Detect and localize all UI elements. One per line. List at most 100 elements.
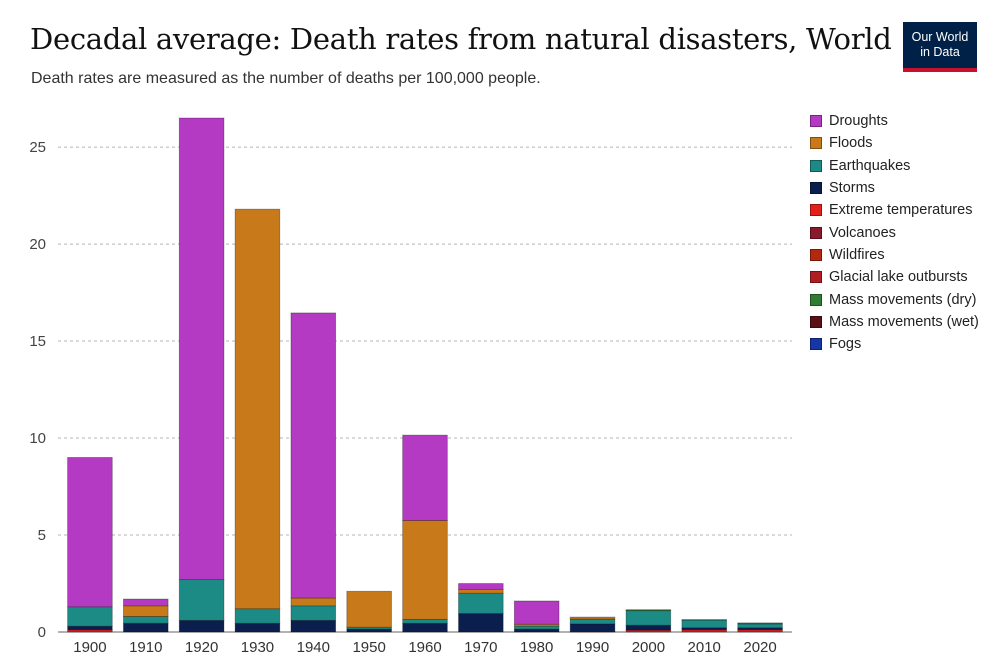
legend-label: Floods [829,135,873,152]
bar-segment[interactable] [569,618,616,625]
bar-segment[interactable] [67,625,113,631]
bar-segment[interactable] [513,625,560,630]
x-tick-label: 1960 [408,639,441,656]
legend-label: Extreme temperatures [829,202,973,219]
legend-label: Earthquakes [829,157,911,174]
legend-item[interactable]: Floods [810,132,979,154]
bar-segment[interactable] [402,434,448,521]
x-tick-label: 2010 [688,639,721,656]
bar-segment[interactable] [737,622,783,625]
x-tick-label: 1910 [129,639,162,656]
y-tick-label: 10 [29,430,46,447]
bar-segment[interactable] [625,610,672,626]
legend-item[interactable]: Glacial lake outbursts [810,266,979,288]
x-tick-label: 1970 [464,639,497,656]
bar-segment[interactable] [681,619,727,621]
legend-item[interactable]: Storms [810,177,979,199]
y-tick-label: 25 [29,139,46,156]
legend-item[interactable]: Mass movements (wet) [810,311,979,333]
legend-swatch [810,315,822,328]
bar-segment[interactable] [569,616,616,620]
legend-swatch [810,248,822,261]
legend-label: Fogs [829,336,862,353]
bar-segment[interactable] [123,622,169,633]
bar-segment[interactable] [458,583,504,590]
legend-label: Droughts [829,113,888,130]
legend-label: Mass movements (wet) [829,313,979,330]
bar-segment[interactable] [458,613,504,633]
legend-item[interactable]: Extreme temperatures [810,199,979,221]
x-tick-label: 2020 [743,639,776,656]
bar-segment[interactable] [402,622,448,633]
x-tick-label: 1900 [73,639,106,656]
y-tick-label: 20 [29,236,46,253]
chart-title: Decadal average: Death rates from natura… [30,22,892,56]
bar-segment[interactable] [234,608,281,624]
legend-swatch [810,137,822,150]
bar-segment[interactable] [513,600,560,625]
bar-segment[interactable] [234,208,281,610]
legend-item[interactable]: Earthquakes [810,155,979,177]
our-world-in-data-logo[interactable]: Our World in Data [903,22,977,72]
legend: Droughts Floods Earthquakes Storms Extreme t… [810,110,979,355]
bar-segment[interactable] [737,623,783,629]
legend-swatch [810,293,822,306]
x-tick-label: 2000 [632,639,665,656]
legend-label: Storms [829,180,875,197]
legend-item[interactable]: Droughts [810,110,979,132]
bar-segment[interactable] [346,628,392,633]
bars [67,117,783,633]
bar-segment[interactable] [67,457,113,608]
legend-label: Volcanoes [829,224,896,241]
bar-segment[interactable] [178,117,225,581]
chart-subtitle: Death rates are measured as the number o… [31,70,541,87]
legend-swatch [810,182,822,195]
logo-line-1: Our World [911,30,969,44]
legend-item[interactable]: Mass movements (dry) [810,288,979,310]
bar-segment[interactable] [402,618,448,624]
legend-swatch [810,159,822,172]
bar-segment[interactable] [123,598,169,607]
bar-segment[interactable] [123,605,169,617]
bar-segment[interactable] [290,597,337,607]
bar-segment[interactable] [346,590,392,628]
bar-segment[interactable] [123,616,169,624]
legend-item[interactable]: Fogs [810,333,979,355]
x-tick-label: 1950 [352,639,385,656]
bar-segment[interactable] [681,619,727,629]
bar-segment[interactable] [290,619,337,633]
bar-segment[interactable] [290,312,337,599]
y-tick-label: 15 [29,333,46,350]
y-tick-label: 5 [38,527,46,544]
bar-segment[interactable] [458,588,504,594]
legend-swatch [810,115,822,128]
legend-label: Glacial lake outbursts [829,269,968,286]
legend-label: Wildfires [829,246,885,263]
bar-segment[interactable] [178,579,225,621]
bar-segment[interactable] [625,609,672,612]
bar-segment[interactable] [178,619,225,633]
bar-segment[interactable] [513,628,560,633]
bar-segment[interactable] [290,605,337,621]
bar-segment[interactable] [569,623,616,633]
legend-label: Mass movements (dry) [829,291,977,308]
y-axis-ticks: 0 5 10 15 20 25 [29,139,46,641]
legend-item[interactable]: Volcanoes [810,221,979,243]
legend-item[interactable]: Wildfires [810,244,979,266]
x-axis-ticks: 1900 1910 1920 1930 1940 1950 1960 1970 1980 1990… [73,639,777,656]
x-tick-label: 1920 [185,639,218,656]
legend-swatch [810,204,822,217]
legend-swatch [810,338,822,351]
bar-segment[interactable] [625,624,672,631]
y-tick-label: 0 [38,624,46,641]
legend-swatch [810,271,822,284]
bar-segment[interactable] [67,606,113,627]
x-tick-label: 1930 [241,639,274,656]
bar-segment[interactable] [234,622,281,633]
x-tick-label: 1980 [520,639,553,656]
x-tick-label: 1990 [576,639,609,656]
logo-line-2: in Data [920,45,960,59]
bar-segment[interactable] [458,592,504,614]
bar-segment[interactable] [402,520,448,620]
